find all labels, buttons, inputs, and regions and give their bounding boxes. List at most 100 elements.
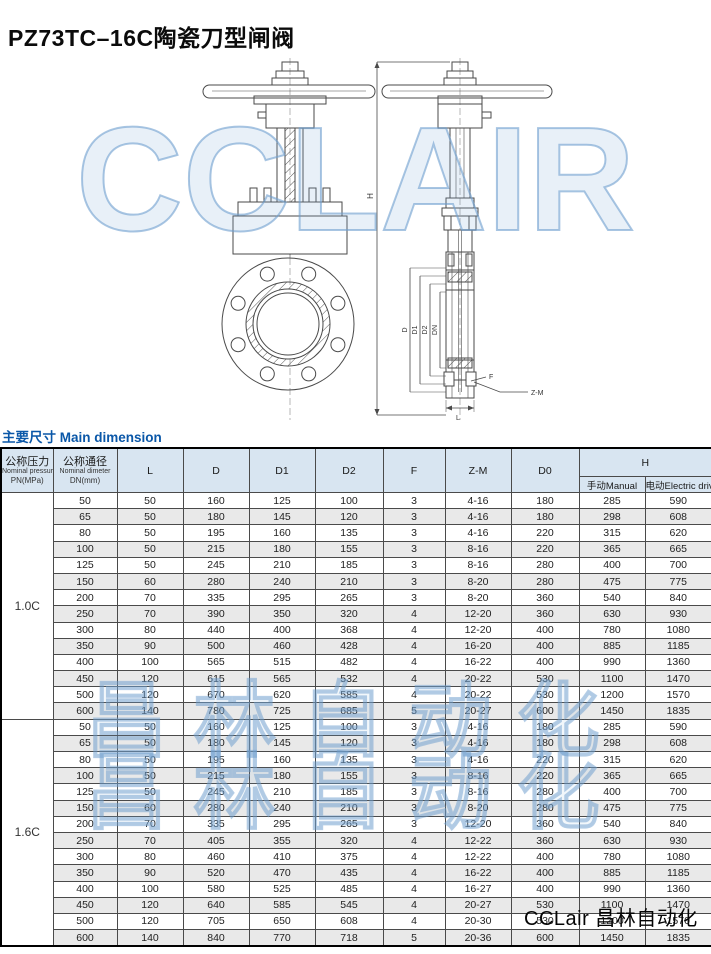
dimension-cell: 50: [116, 540, 184, 558]
dimension-cell: 400: [510, 621, 580, 639]
dimension-cell: 50: [52, 491, 118, 510]
table-row: 300 80 440 400 368 4 12-20 400 780 1080: [1, 621, 711, 639]
dimension-cell: 930: [644, 831, 711, 850]
dimension-cell: 245: [182, 783, 250, 801]
dimension-cell: 585: [314, 686, 384, 704]
dimension-cell: 145: [248, 734, 316, 753]
dimension-cell: 20-22: [444, 686, 512, 704]
section-title-en: Main dimension: [59, 430, 162, 445]
dimension-cell: 428: [314, 637, 384, 655]
dimension-cell: 12-22: [444, 848, 512, 866]
dimension-cell: 180: [248, 540, 316, 558]
table-row: 250 70 405 355 320 4 12-22 360 630 930: [1, 831, 711, 850]
dimension-cell: 4: [382, 831, 446, 850]
table-row: 125 50 245 210 185 3 8-16 280 400 700: [1, 783, 711, 801]
dimension-cell: 885: [578, 637, 646, 655]
dimension-cell: 590: [644, 491, 711, 510]
dimension-cell: 840: [644, 815, 711, 833]
dimension-cell: 50: [116, 783, 184, 801]
dimension-cell: 3: [382, 491, 446, 510]
dimension-cell: 335: [182, 815, 250, 833]
table-row: 500 120 670 620 585 4 20-22 530 1200 1570: [1, 686, 711, 704]
dimension-cell: 368: [314, 621, 384, 639]
table-row: 400 100 565 515 482 4 16-22 400 990 1360: [1, 653, 711, 672]
dimension-cell: 360: [510, 831, 580, 850]
dimension-cell: 885: [578, 864, 646, 882]
table-row: 150 60 280 240 210 3 8-20 280 475 775: [1, 572, 711, 591]
dimension-cell: 540: [578, 815, 646, 833]
dimension-cell: 8-16: [444, 556, 512, 574]
dimension-cell: 350: [52, 637, 118, 655]
dimension-cell: 410: [248, 848, 316, 866]
table-row: 500 120 705 650 608 4 20-30 530 1200 1570: [1, 912, 711, 931]
header-h-electric: 电动Electric driving: [644, 476, 711, 493]
dimension-cell: 90: [116, 864, 184, 882]
dimension-cell: 70: [116, 605, 184, 623]
dimension-cell: 20-22: [444, 670, 512, 688]
dimension-cell: 400: [510, 848, 580, 866]
dimension-cell: 590: [644, 718, 711, 736]
dimension-cell: 1100: [578, 896, 646, 914]
table-row: 80 50 195 160 135 3 4-16 220 315 620: [1, 524, 711, 542]
dimension-cell: 65: [52, 734, 118, 753]
dimension-cell: 400: [510, 653, 580, 672]
dimension-cell: 120: [116, 912, 184, 931]
dimension-cell: 620: [644, 524, 711, 542]
dimension-cell: 400: [510, 880, 580, 898]
dimension-table: 公称压力 Nominal pressure PN(MPa) 公称通径 Nomin…: [0, 447, 711, 948]
dimension-cell: 990: [578, 653, 646, 672]
header-nominal-pressure: 公称压力 Nominal pressure PN(MPa): [0, 447, 54, 493]
dimension-cell: 450: [52, 896, 118, 914]
dimension-cell: 580: [182, 880, 250, 898]
dimension-cell: 4: [382, 864, 446, 882]
pressure-class-cell: 1.0C: [0, 492, 54, 720]
dimension-cell: 365: [578, 767, 646, 785]
dimension-cell: 365: [578, 540, 646, 558]
dimension-cell: 125: [52, 783, 118, 801]
dimension-cell: 100: [116, 653, 184, 672]
dimension-cell: 100: [52, 767, 118, 785]
dimension-cell: 545: [314, 896, 384, 914]
dimension-cell: 405: [182, 831, 250, 850]
dimension-cell: 160: [248, 524, 316, 542]
dimension-cell: 50: [116, 767, 184, 785]
dimension-cell: 20-30: [444, 912, 512, 931]
dimension-cell: 4-16: [444, 750, 512, 769]
dimension-cell: 665: [644, 540, 711, 558]
header-nominal-diameter: 公称通径 Nominal dimeter DN(mm): [52, 447, 118, 493]
dimension-cell: 475: [578, 572, 646, 591]
dimension-cell: 705: [182, 912, 250, 931]
dimension-cell: 620: [644, 750, 711, 769]
dimension-cell: 220: [510, 767, 580, 785]
dimension-cell: 1450: [578, 929, 646, 947]
dimension-cell: 50: [52, 718, 118, 736]
dimension-cell: 80: [116, 621, 184, 639]
dimension-cell: 50: [116, 491, 184, 510]
dimension-cell: 600: [52, 702, 118, 720]
dimension-cell: 220: [510, 524, 580, 542]
table-row: 100 50 215 180 155 3 8-16 220 365 665: [1, 540, 711, 558]
dimension-cell: 460: [182, 848, 250, 866]
dimension-lines: [374, 61, 528, 416]
dimension-cell: 8-20: [444, 589, 512, 607]
dimension-cell: 295: [248, 589, 316, 607]
dimension-table-body: 1.0C 50 50 160 125 100 3 4-16 180 285 590 65 50 180 14…: [0, 491, 711, 947]
dimension-cell: 615: [182, 670, 250, 688]
header-d1: D1: [248, 447, 316, 493]
dimension-cell: 990: [578, 880, 646, 898]
table-row: 250 70 390 350 320 4 12-20 360 630 930: [1, 605, 711, 623]
dimension-cell: 450: [52, 670, 118, 688]
dimension-cell: 80: [52, 750, 118, 769]
dimension-cell: 90: [116, 637, 184, 655]
table-row: 125 50 245 210 185 3 8-16 280 400 700: [1, 556, 711, 574]
dimension-cell: 5: [382, 929, 446, 947]
dim-label-l: L: [456, 415, 460, 422]
dimension-cell: 8-16: [444, 767, 512, 785]
dimension-cell: 780: [182, 702, 250, 720]
dimension-cell: 265: [314, 589, 384, 607]
dimension-cell: 470: [248, 864, 316, 882]
dimension-cell: 20-27: [444, 896, 512, 914]
dimension-cell: 135: [314, 750, 384, 769]
dimension-cell: 185: [314, 783, 384, 801]
dimension-cell: 540: [578, 589, 646, 607]
